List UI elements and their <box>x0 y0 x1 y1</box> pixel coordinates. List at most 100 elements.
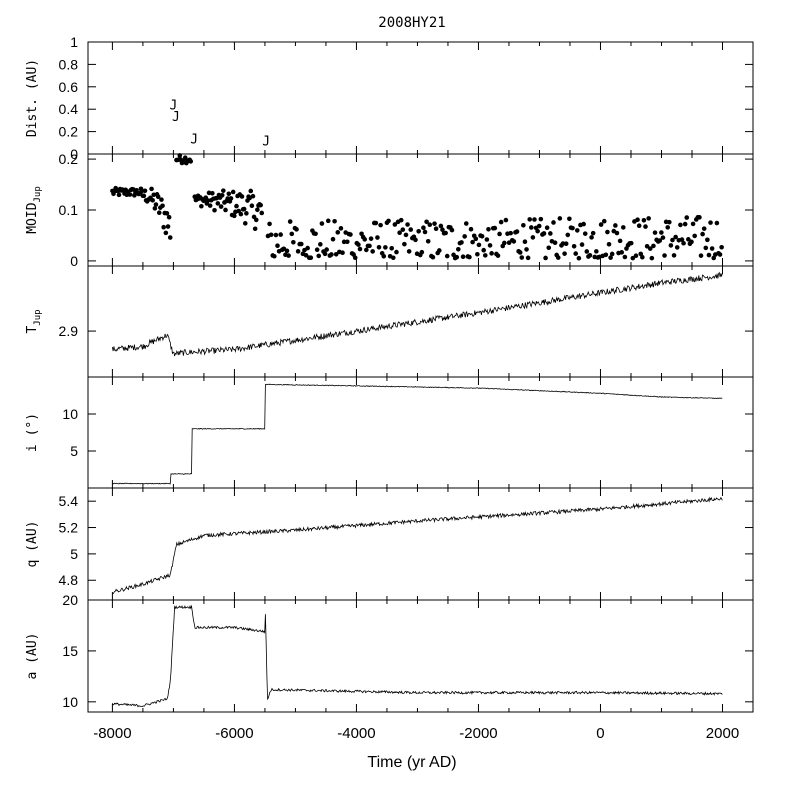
moid-point <box>594 249 599 254</box>
moid-point <box>528 225 534 230</box>
moid-point <box>548 231 553 236</box>
y-tick-label: 4.8 <box>59 572 79 588</box>
moid-point <box>657 238 663 243</box>
moid-point <box>708 220 713 225</box>
moid-point <box>587 253 593 258</box>
moid-point <box>332 218 337 224</box>
moid-point <box>576 255 582 261</box>
moid-point <box>674 245 680 250</box>
moid-point <box>287 219 293 224</box>
moid-point <box>562 251 567 256</box>
moid-point <box>433 226 439 232</box>
moid-point <box>651 243 656 249</box>
moid-point <box>608 255 613 260</box>
moid-point <box>405 222 410 227</box>
moid-point <box>660 235 666 240</box>
moid-point <box>340 250 345 255</box>
moid-point <box>141 193 147 199</box>
moid-point <box>482 253 488 258</box>
moid-point <box>619 250 625 255</box>
moid-point <box>275 243 280 249</box>
moid-point <box>527 217 533 222</box>
moid-point <box>165 224 171 229</box>
moid-point <box>308 255 314 261</box>
moid-point <box>318 242 323 247</box>
moid-point <box>649 255 655 261</box>
moid-point <box>330 236 336 242</box>
moid-point <box>294 227 299 232</box>
moid-point <box>544 225 550 230</box>
moid-point <box>210 191 215 196</box>
y-tick-label: 20 <box>62 592 78 608</box>
moid-point <box>508 230 513 236</box>
moid-point <box>436 248 442 253</box>
moid-point <box>373 220 379 226</box>
y-tick-label: 0.8 <box>59 56 79 72</box>
moid-point <box>223 207 228 213</box>
moid-point <box>573 251 579 256</box>
y-tick-label: 10 <box>62 406 78 422</box>
y-axis-label-a: a (AU) <box>25 633 40 680</box>
moid-point <box>706 252 712 258</box>
close-approach-label: J <box>169 99 177 114</box>
moid-point <box>502 240 507 246</box>
y-axis-label-moid: MOIDJup <box>25 186 43 234</box>
moid-point <box>462 234 467 239</box>
moid-point <box>662 253 667 258</box>
x-tick-label: -2000 <box>459 725 497 742</box>
moid-point <box>557 216 563 221</box>
moid-point <box>364 247 369 253</box>
moid-point <box>709 246 715 251</box>
moid-point <box>517 250 523 255</box>
panel-inc: 5 10 i (°) <box>25 376 754 489</box>
moid-point <box>205 198 211 203</box>
panel-q: 4.8 5 5.2 5.4 q (AU) <box>25 487 754 601</box>
moid-point <box>635 217 640 222</box>
moid-point <box>525 255 531 261</box>
moid-point <box>164 211 170 216</box>
moid-point <box>239 194 245 199</box>
moid-point <box>714 220 720 226</box>
moid-point <box>163 230 169 236</box>
y-tick-label: 5.4 <box>59 493 79 509</box>
moid-point <box>686 237 691 242</box>
moid-point <box>468 226 474 232</box>
moid-point <box>454 254 460 260</box>
moid-point <box>668 243 674 248</box>
moid-point <box>159 197 164 202</box>
moid-point <box>551 220 556 225</box>
x-axis-label: Time (yr AD) <box>367 754 456 771</box>
y-tick-label: 0.4 <box>59 101 79 117</box>
moid-point <box>590 230 596 236</box>
y-tick-label: 0.2 <box>59 151 79 167</box>
moid-point <box>486 226 491 232</box>
moid-point <box>177 153 183 158</box>
moid-point <box>142 188 148 194</box>
moid-point <box>524 247 529 252</box>
y-axis-label-inc: i (°) <box>25 413 40 452</box>
moid-point <box>348 232 353 237</box>
x-tick-label: 2000 <box>706 725 739 742</box>
panel-frame-inc <box>87 376 754 489</box>
moid-point <box>188 159 194 164</box>
moid-point <box>511 239 517 244</box>
moid-point <box>665 225 671 230</box>
moid-point <box>684 215 690 220</box>
moid-point <box>497 231 502 237</box>
moid-point <box>609 251 615 257</box>
moid-point <box>226 191 232 197</box>
moid-point <box>644 243 650 249</box>
moid-point <box>425 238 431 244</box>
moid-point <box>689 239 694 245</box>
moid-point <box>421 225 426 231</box>
moid-point <box>430 254 436 260</box>
moid-point <box>212 207 217 213</box>
moid-point <box>424 219 429 225</box>
moid-point <box>152 206 158 211</box>
y-tick-label: 5.2 <box>59 520 79 536</box>
moid-point <box>316 253 322 259</box>
moid-point <box>460 254 466 260</box>
moid-point <box>673 234 678 240</box>
moid-point <box>234 203 239 209</box>
